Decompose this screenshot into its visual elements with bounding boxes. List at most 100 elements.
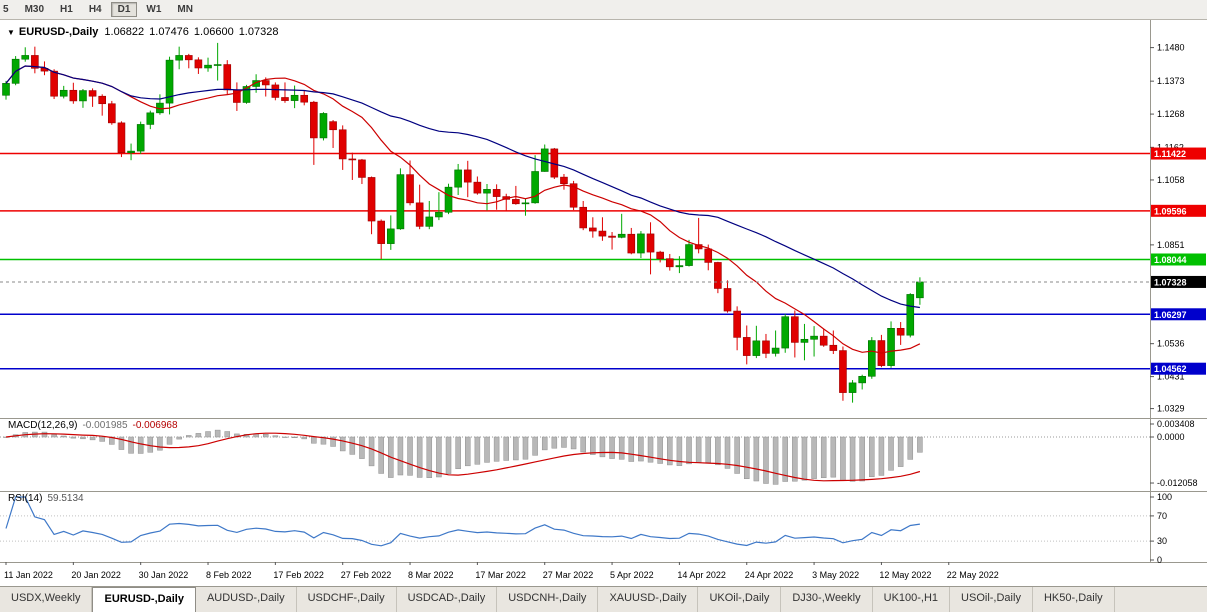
candle — [848, 380, 857, 403]
candle — [59, 85, 68, 99]
macd-signal-line — [5, 432, 921, 482]
candle — [896, 322, 905, 345]
tab-usdcnh-daily[interactable]: USDCNH-,Daily — [497, 587, 599, 612]
tab-audusd-daily[interactable]: AUDUSD-,Daily — [196, 587, 297, 612]
timeframe-button-H1[interactable]: H1 — [60, 4, 73, 15]
price-chart[interactable]: 1.1480 1.1373 1.1268 1.1162 1.1058 1.0851 1.05… — [0, 20, 1207, 586]
tab-eurusd-daily[interactable]: EURUSD-,Daily — [92, 587, 196, 612]
price-tag[interactable]: 1.07328 — [1151, 275, 1206, 288]
macd-indicator-label: MACD(12,26,9) -0.001985 -0.006968 — [8, 420, 178, 431]
candle — [156, 94, 164, 115]
tab-usoil-daily[interactable]: USOil-,Daily — [950, 587, 1033, 612]
candle — [21, 47, 30, 62]
svg-text:1.11422: 1.11422 — [1154, 149, 1186, 159]
price-axis[interactable]: 1.1480 1.1373 1.1268 1.1162 1.1058 1.0851 1.05… — [1150, 43, 1206, 565]
candle — [637, 231, 645, 259]
rsi-title: RSI(14) — [8, 493, 43, 504]
svg-text:0.0000: 0.0000 — [1157, 432, 1185, 442]
candle — [916, 277, 924, 305]
svg-text:70: 70 — [1157, 511, 1167, 521]
candle — [310, 100, 318, 165]
chart-symbol-label: EURUSD-,Daily — [18, 26, 99, 38]
svg-text:1.1268: 1.1268 — [1157, 109, 1185, 119]
candle — [810, 326, 818, 357]
candle — [108, 100, 116, 125]
candle — [444, 183, 453, 215]
svg-text:1.07328: 1.07328 — [1154, 277, 1187, 287]
candle — [290, 85, 299, 109]
candle — [502, 193, 511, 211]
tab-usdchf-daily[interactable]: USDCHF-,Daily — [297, 587, 397, 612]
candle — [127, 143, 135, 161]
timeframe-button-W1[interactable]: W1 — [146, 4, 162, 15]
timeframe-button-D1[interactable]: D1 — [110, 2, 138, 17]
tab-hk50-daily[interactable]: HK50-,Daily — [1033, 587, 1115, 612]
chart-collapse-icon[interactable]: ▼ — [7, 28, 15, 37]
tab-dj30-weekly[interactable]: DJ30-,Weekly — [781, 587, 873, 612]
candle — [867, 337, 876, 379]
timeframe-button-5[interactable]: 5 — [3, 4, 9, 15]
candle — [771, 330, 780, 357]
time-axis[interactable]: 11 Jan 2022 20 Jan 2022 30 Jan 2022 8 Feb 2… — [4, 562, 999, 580]
candle — [175, 46, 183, 70]
price-tag[interactable]: 1.08044 — [1151, 253, 1206, 266]
svg-text:0: 0 — [1157, 555, 1162, 565]
price-tag[interactable]: 1.11422 — [1151, 147, 1206, 160]
rsi-line — [5, 496, 920, 547]
tab-usdx-weekly[interactable]: USDX,Weekly — [0, 587, 93, 612]
date-label: 24 Apr 2022 — [745, 570, 794, 580]
candle — [742, 325, 751, 365]
timeframe-button-MN[interactable]: MN — [177, 4, 193, 15]
candle — [204, 57, 212, 72]
candle — [88, 88, 97, 107]
date-label: 12 May 2022 — [879, 570, 931, 580]
candle — [791, 310, 799, 358]
candle — [512, 185, 520, 205]
candle — [877, 334, 886, 368]
candle — [627, 227, 636, 255]
date-label: 3 May 2022 — [812, 570, 859, 580]
price-tag[interactable]: 1.04562 — [1151, 362, 1206, 375]
candle — [98, 94, 106, 116]
candle — [521, 198, 530, 216]
candle — [829, 330, 838, 355]
candle — [704, 244, 713, 271]
candle — [300, 90, 309, 106]
candle — [579, 200, 588, 231]
ohlc-high: 1.07476 — [149, 26, 189, 38]
ma-fast-line — [5, 65, 921, 354]
svg-text:1.0329: 1.0329 — [1157, 404, 1185, 414]
tab-xauusd-daily[interactable]: XAUUSD-,Daily — [598, 587, 699, 612]
candle — [608, 232, 616, 250]
candle — [887, 321, 895, 368]
candle — [146, 110, 155, 130]
candle — [319, 112, 328, 141]
timeframe-toolbar: 5 M30 H1 H4 D1 W1 MN — [0, 0, 1207, 20]
candle — [425, 200, 434, 230]
ohlc-open: 1.06822 — [104, 26, 145, 38]
candle — [819, 328, 828, 347]
tab-ukoil-daily[interactable]: UKOil-,Daily — [698, 587, 782, 612]
tab-usdcad-daily[interactable]: USDCAD-,Daily — [397, 587, 498, 612]
timeframe-button-M30[interactable]: M30 — [24, 4, 45, 15]
timeframe-button-H4[interactable]: H4 — [88, 4, 102, 15]
candle — [386, 215, 395, 250]
candle — [694, 217, 703, 254]
price-tag[interactable]: 1.06297 — [1151, 308, 1206, 321]
candle — [184, 53, 193, 69]
svg-text:0.003408: 0.003408 — [1157, 419, 1195, 429]
tab-uk100-h1[interactable]: UK100-,H1 — [873, 587, 951, 612]
svg-text:-0.012058: -0.012058 — [1157, 478, 1198, 488]
svg-text:1.0431: 1.0431 — [1157, 372, 1185, 382]
date-label: 8 Mar 2022 — [408, 570, 454, 580]
candle — [69, 82, 78, 104]
candle — [50, 69, 58, 100]
ma-slow-line — [5, 65, 920, 309]
candle — [348, 152, 357, 180]
candle — [560, 173, 568, 190]
candle — [396, 168, 405, 230]
ohlc-low: 1.06600 — [193, 26, 234, 38]
candle — [675, 256, 684, 274]
candle — [473, 176, 482, 195]
price-tag[interactable]: 1.09596 — [1151, 204, 1206, 217]
